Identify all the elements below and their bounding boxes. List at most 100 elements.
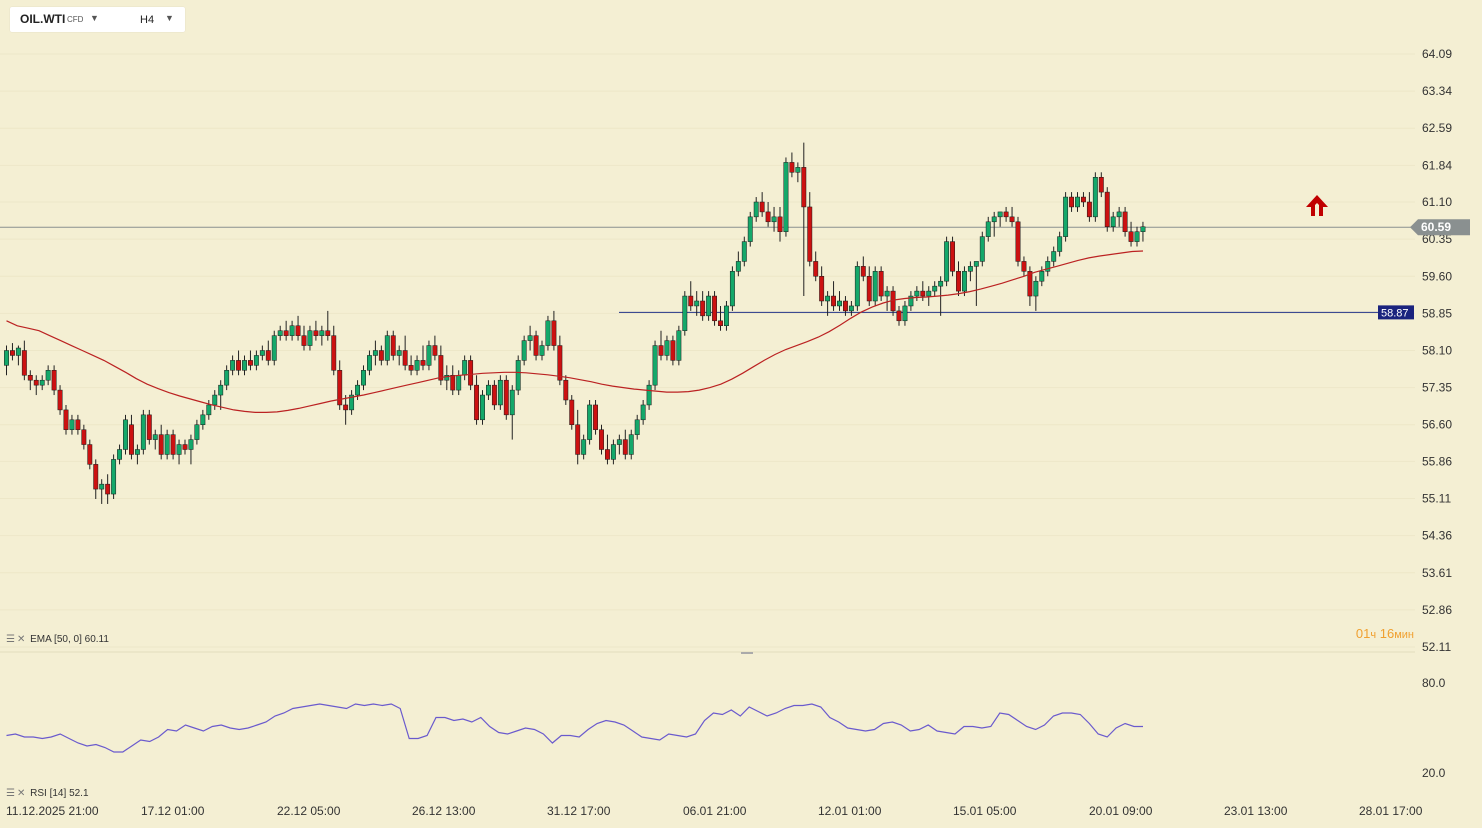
candle-body bbox=[1057, 236, 1063, 252]
price-tick-label: 64.09 bbox=[1422, 47, 1452, 61]
candle-body bbox=[456, 374, 462, 391]
timer-minutes-unit: мин bbox=[1394, 629, 1414, 641]
time-axis[interactable]: 11.12.2025 21:00 17.12 01:00 22.12 05:00 26… bbox=[6, 804, 1423, 818]
timer-hours: 01 bbox=[1355, 626, 1371, 641]
candle-body bbox=[1033, 280, 1039, 297]
candle-body bbox=[224, 370, 230, 386]
rsi-legend: ☰ ✕ RSI [14] 52.1 bbox=[6, 788, 89, 799]
candle-body bbox=[51, 370, 57, 391]
candle-body bbox=[1128, 231, 1134, 242]
candle-body bbox=[985, 221, 991, 237]
symbol-name[interactable]: OIL.WTI bbox=[20, 12, 66, 26]
candle-body bbox=[194, 424, 200, 440]
candle-body bbox=[384, 335, 390, 361]
candle-body bbox=[497, 379, 503, 406]
candle-body bbox=[248, 360, 253, 366]
candle-body bbox=[1110, 216, 1116, 228]
support-level[interactable]: 58.87 bbox=[619, 305, 1414, 320]
candle-body bbox=[39, 379, 45, 386]
candle-body bbox=[515, 360, 521, 391]
candle-body bbox=[753, 201, 759, 218]
time-tick-label: 15.01 05:00 bbox=[953, 804, 1017, 818]
candle-body bbox=[521, 340, 527, 361]
candle-body bbox=[438, 355, 444, 381]
menu-icon[interactable]: ☰ bbox=[6, 788, 15, 799]
candle-body bbox=[1063, 196, 1069, 237]
timeframe-selector[interactable]: H4 bbox=[140, 14, 155, 26]
candle-body bbox=[81, 429, 87, 445]
candle-body bbox=[390, 335, 396, 356]
close-icon[interactable]: ✕ bbox=[16, 788, 26, 799]
price-tick-label: 52.86 bbox=[1422, 603, 1452, 617]
candle-body bbox=[319, 330, 325, 336]
candle-body bbox=[688, 295, 694, 307]
candle-body bbox=[1134, 231, 1140, 242]
timer-hours-unit: ч bbox=[1370, 629, 1377, 641]
buy-signal-arrow-icon bbox=[1306, 195, 1328, 216]
candle-body bbox=[1081, 196, 1086, 203]
price-tag-label: 60.59 bbox=[1421, 220, 1451, 234]
candle-body bbox=[979, 236, 985, 262]
menu-icon[interactable]: ☰ bbox=[6, 634, 15, 645]
candle-body bbox=[1003, 211, 1009, 218]
candle-body bbox=[1045, 261, 1051, 272]
symbol-dropdown-icon[interactable]: ▼ bbox=[90, 13, 99, 23]
price-tick-label: 55.11 bbox=[1422, 492, 1451, 506]
candle-body bbox=[587, 404, 593, 440]
candle-body bbox=[539, 345, 545, 356]
candle-body bbox=[462, 360, 468, 376]
candle-body bbox=[152, 434, 158, 440]
candle-body bbox=[343, 404, 349, 411]
candle-body bbox=[355, 384, 361, 396]
candle-body bbox=[218, 384, 224, 396]
candle-body bbox=[259, 350, 265, 356]
candle-body bbox=[4, 350, 9, 366]
candle-body bbox=[146, 414, 152, 440]
candle-body bbox=[747, 216, 753, 242]
candle-body bbox=[134, 449, 140, 455]
price-tick-label: 60.35 bbox=[1422, 232, 1452, 246]
timeframe-dropdown-icon[interactable]: ▼ bbox=[165, 13, 174, 23]
rsi-value: 52.1 bbox=[69, 788, 89, 799]
candle-body bbox=[616, 439, 622, 445]
candle-body bbox=[123, 419, 128, 450]
candle-body bbox=[170, 434, 176, 455]
ema-legend: ☰ ✕ EMA [50, 0] 60.11 bbox=[6, 634, 109, 645]
support-tag-label: 58.87 bbox=[1381, 307, 1409, 319]
candle-body bbox=[593, 404, 598, 430]
candle-body bbox=[896, 310, 902, 322]
rsi-label: RSI bbox=[30, 788, 47, 799]
candle-body bbox=[212, 394, 218, 406]
ema-params: [50, 0] bbox=[54, 634, 82, 645]
time-tick-label: 22.12 05:00 bbox=[277, 804, 341, 818]
ema-value: 60.11 bbox=[84, 634, 109, 645]
time-tick-label: 28.01 17:00 bbox=[1359, 804, 1423, 818]
time-tick-label: 06.01 21:00 bbox=[683, 804, 747, 818]
rsi-axis: 80.0 20.0 bbox=[1422, 676, 1446, 780]
candle-body bbox=[63, 409, 69, 430]
candle-body bbox=[962, 271, 967, 292]
candle-body bbox=[27, 374, 33, 381]
candle-body bbox=[283, 330, 289, 336]
close-icon[interactable]: ✕ bbox=[16, 634, 26, 645]
candle-body bbox=[426, 345, 432, 366]
candle-body bbox=[658, 345, 664, 356]
candle-body bbox=[200, 414, 206, 425]
candle-body bbox=[289, 325, 295, 336]
time-tick-label: 26.12 13:00 bbox=[412, 804, 476, 818]
candle-body bbox=[950, 241, 955, 272]
candle-body bbox=[991, 216, 997, 223]
candle-body bbox=[777, 216, 783, 232]
candle-body bbox=[956, 271, 961, 292]
candle-body bbox=[349, 394, 355, 411]
price-axis[interactable]: 64.09 63.34 62.59 61.84 61.10 60.35 59.60 58.85… bbox=[1422, 47, 1452, 654]
candle-body bbox=[33, 379, 39, 386]
candle-body bbox=[843, 300, 848, 312]
candle-body bbox=[634, 419, 640, 435]
time-tick-label: 23.01 13:00 bbox=[1224, 804, 1288, 818]
rsi-tick-label: 80.0 bbox=[1422, 676, 1446, 690]
candle-body bbox=[1069, 196, 1074, 208]
candle-body bbox=[771, 216, 777, 223]
candle-body bbox=[182, 444, 188, 450]
